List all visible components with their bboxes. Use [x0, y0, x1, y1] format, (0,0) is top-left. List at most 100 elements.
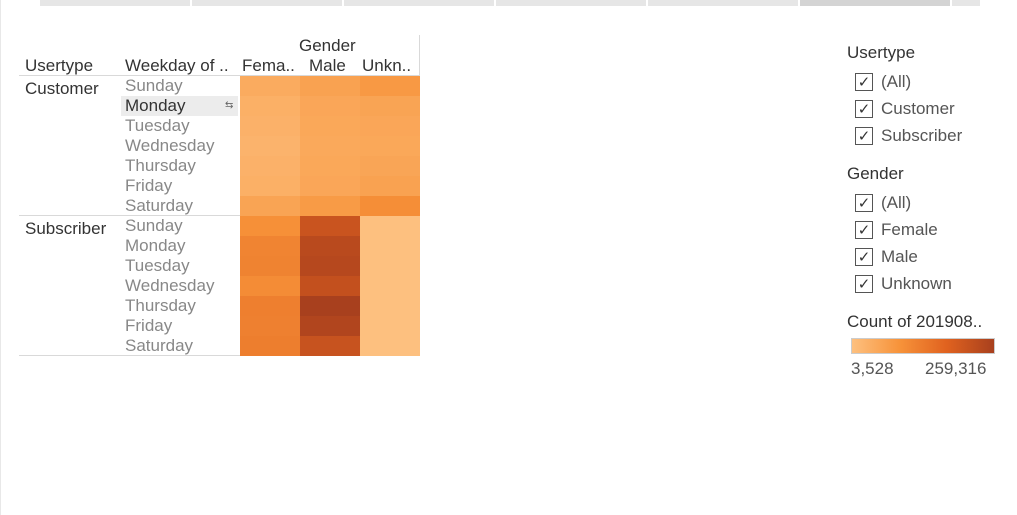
tooltip-actions-icon[interactable]: ⇆ [225, 100, 233, 111]
heatmap-cell[interactable] [300, 276, 360, 296]
heatmap-cell[interactable] [360, 236, 420, 256]
tab-2[interactable] [192, 0, 342, 6]
heatmap-cell[interactable] [300, 236, 360, 256]
day-label[interactable]: Saturday [125, 336, 193, 356]
heatmap-cell[interactable] [240, 76, 300, 96]
heatmap-cell[interactable] [240, 156, 300, 176]
heatmap-cell[interactable] [300, 176, 360, 196]
day-label[interactable]: Thursday [125, 156, 196, 176]
heatmap-cell[interactable] [300, 316, 360, 336]
filter-label: Unknown [881, 274, 952, 294]
col-header-female[interactable]: Fema.. [242, 56, 295, 76]
heatmap-cell[interactable] [240, 256, 300, 276]
heatmap-cell[interactable] [240, 316, 300, 336]
filter-gender-unknown[interactable]: ✓ Unknown [855, 273, 952, 295]
filter-usertype-all[interactable]: ✓ (All) [855, 71, 911, 93]
filter-usertype-customer[interactable]: ✓ Customer [855, 98, 955, 120]
filter-gender-male[interactable]: ✓ Male [855, 246, 918, 268]
heatmap-cell[interactable] [300, 296, 360, 316]
day-label[interactable]: Friday [125, 316, 172, 336]
weekday-header[interactable]: Weekday of .. [125, 56, 229, 76]
col-header-male[interactable]: Male [309, 56, 346, 76]
tab-6[interactable] [800, 0, 950, 6]
heatmap-cell[interactable] [300, 76, 360, 96]
heatmap-cell[interactable] [360, 256, 420, 276]
day-label[interactable]: Thursday [125, 296, 196, 316]
heatmap-cell[interactable] [360, 156, 420, 176]
color-legend-title: Count of 201908.. [847, 312, 982, 332]
heatmap-cell[interactable] [300, 136, 360, 156]
color-legend-bar [851, 338, 995, 354]
gender-filter-title: Gender [847, 164, 904, 184]
heatmap-cell[interactable] [360, 216, 420, 236]
gender-header: Gender [299, 36, 356, 56]
heatmap-cell[interactable] [240, 116, 300, 136]
heatmap-cell[interactable] [240, 216, 300, 236]
heatmap-cell[interactable] [240, 136, 300, 156]
tab-7[interactable] [952, 0, 980, 6]
filter-label: (All) [881, 193, 911, 213]
tab-3[interactable] [344, 0, 494, 6]
heatmap-cell[interactable] [300, 196, 360, 216]
filter-label: Female [881, 220, 938, 240]
filter-label: Subscriber [881, 126, 962, 146]
tab-5[interactable] [648, 0, 798, 6]
usertype-header[interactable]: Usertype [25, 56, 93, 76]
heatmap-cell[interactable] [360, 96, 420, 116]
heatmap-cell[interactable] [240, 96, 300, 116]
heatmap-cell[interactable] [240, 236, 300, 256]
tab-1[interactable] [40, 0, 190, 6]
heatmap-cell[interactable] [360, 136, 420, 156]
heatmap-cell[interactable] [360, 296, 420, 316]
heatmap-cell[interactable] [240, 276, 300, 296]
day-label[interactable]: Monday [125, 236, 185, 256]
heatmap-cell[interactable] [240, 196, 300, 216]
row-group-subscriber[interactable]: Subscriber [25, 219, 106, 239]
legend-min-value: 3,528 [851, 359, 894, 379]
col-header-unknown[interactable]: Unkn.. [362, 56, 411, 76]
day-label-highlighted[interactable]: Monday [121, 96, 238, 116]
heatmap-cell[interactable] [300, 336, 360, 356]
day-label-text: Monday [125, 96, 185, 115]
day-label[interactable]: Sunday [125, 76, 183, 96]
heatmap-cell[interactable] [240, 336, 300, 356]
heatmap-cell[interactable] [300, 216, 360, 236]
filter-label: (All) [881, 72, 911, 92]
day-label[interactable]: Tuesday [125, 256, 190, 276]
checkbox[interactable]: ✓ [855, 100, 873, 118]
tab-4[interactable] [496, 0, 646, 6]
heatmap-cell[interactable] [360, 316, 420, 336]
left-divider [0, 0, 1, 515]
heatmap-cell[interactable] [360, 76, 420, 96]
day-label[interactable]: Tuesday [125, 116, 190, 136]
heatmap-cell[interactable] [360, 176, 420, 196]
checkbox[interactable]: ✓ [855, 221, 873, 239]
header-vline [419, 35, 420, 75]
heatmap-cell[interactable] [300, 96, 360, 116]
heatmap-cell[interactable] [360, 196, 420, 216]
checkbox[interactable]: ✓ [855, 194, 873, 212]
filter-usertype-subscriber[interactable]: ✓ Subscriber [855, 125, 962, 147]
checkbox[interactable]: ✓ [855, 248, 873, 266]
day-label[interactable]: Wednesday [125, 276, 214, 296]
row-group-customer[interactable]: Customer [25, 79, 99, 99]
checkbox[interactable]: ✓ [855, 127, 873, 145]
filter-gender-female[interactable]: ✓ Female [855, 219, 938, 241]
heatmap-cell[interactable] [240, 176, 300, 196]
day-label[interactable]: Sunday [125, 216, 183, 236]
heatmap-cell[interactable] [360, 276, 420, 296]
checkbox[interactable]: ✓ [855, 275, 873, 293]
heatmap-cell[interactable] [360, 116, 420, 136]
filter-gender-all[interactable]: ✓ (All) [855, 192, 911, 214]
heatmap-cell[interactable] [360, 336, 420, 356]
heatmap-cell[interactable] [300, 156, 360, 176]
filter-label: Male [881, 247, 918, 267]
day-label[interactable]: Friday [125, 176, 172, 196]
day-label[interactable]: Wednesday [125, 136, 214, 156]
heatmap-cell[interactable] [300, 116, 360, 136]
heatmap-grid [240, 76, 420, 356]
checkbox[interactable]: ✓ [855, 73, 873, 91]
heatmap-cell[interactable] [300, 256, 360, 276]
heatmap-cell[interactable] [240, 296, 300, 316]
day-label[interactable]: Saturday [125, 196, 193, 216]
